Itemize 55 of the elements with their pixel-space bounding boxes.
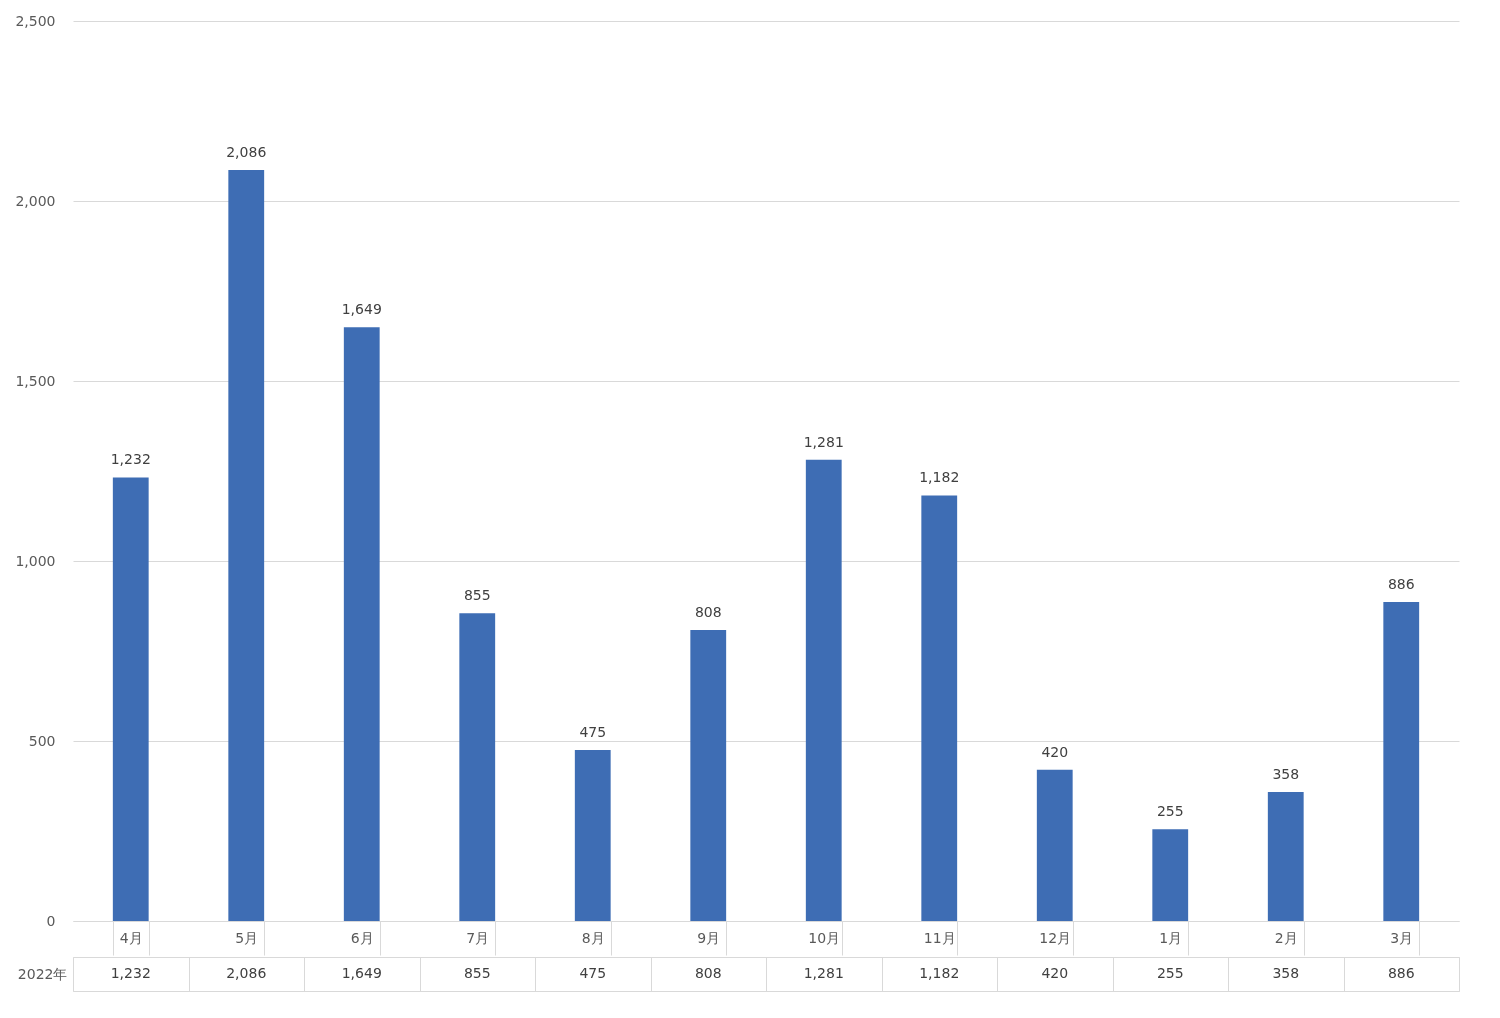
data-label: 358 bbox=[1272, 965, 1300, 981]
y-tick-label: 2,500 bbox=[15, 12, 56, 29]
x-tick-label: 8月 bbox=[581, 929, 605, 946]
x-tick-label: 4月 bbox=[119, 929, 143, 946]
data-label: 475 bbox=[579, 965, 607, 981]
bar bbox=[112, 477, 149, 921]
y-tick-label: 2,000 bbox=[15, 192, 56, 209]
bar bbox=[921, 495, 958, 921]
text: 1,232 bbox=[110, 451, 151, 468]
bar bbox=[1267, 792, 1304, 921]
data-label: 886 bbox=[1387, 965, 1415, 981]
text: 358 bbox=[1272, 766, 1300, 783]
x-tick-label: 6月 bbox=[350, 929, 374, 946]
x-tick-label: 10月 bbox=[808, 929, 841, 946]
text: 255 bbox=[1156, 803, 1184, 820]
data-label: 808 bbox=[694, 965, 722, 981]
data-label: 1,232 bbox=[110, 965, 151, 981]
text: 855 bbox=[463, 587, 491, 604]
x-tick-label: 12月 bbox=[1039, 929, 1072, 946]
bar bbox=[805, 459, 842, 921]
data-label: 1,182 bbox=[919, 965, 960, 981]
data-label: 855 bbox=[463, 965, 491, 981]
text: 808 bbox=[694, 604, 722, 621]
y-tick-label: 500 bbox=[28, 732, 56, 749]
text: 886 bbox=[1387, 576, 1415, 593]
bar bbox=[1152, 829, 1189, 921]
bar bbox=[459, 613, 496, 921]
bar bbox=[343, 327, 380, 921]
data-label: 255 bbox=[1156, 965, 1184, 981]
text: 1,649 bbox=[341, 301, 382, 318]
x-tick-label: 5月 bbox=[235, 929, 259, 946]
text: 1,281 bbox=[803, 433, 844, 450]
bar bbox=[574, 750, 611, 921]
x-tick-label: 7月 bbox=[466, 929, 490, 946]
y-tick-label: 1,500 bbox=[15, 372, 56, 389]
data-label: 420 bbox=[1041, 965, 1069, 981]
x-tick-label: 9月 bbox=[697, 929, 721, 946]
x-tick-label: 2月 bbox=[1274, 929, 1298, 946]
bar bbox=[228, 170, 265, 921]
bar bbox=[1036, 769, 1073, 921]
text: 2,086 bbox=[226, 144, 267, 161]
data-label: 1,649 bbox=[341, 965, 382, 981]
x-tick-label: 1月 bbox=[1159, 929, 1183, 946]
data-label: 2,086 bbox=[226, 965, 267, 981]
text: 420 bbox=[1041, 743, 1069, 760]
y-tick-label: 0 bbox=[46, 912, 56, 929]
bar bbox=[690, 630, 727, 921]
x-tick-label: 3月 bbox=[1390, 929, 1414, 946]
y-tick-label: 1,000 bbox=[15, 552, 56, 569]
data-label: 1,281 bbox=[803, 965, 844, 981]
text: 475 bbox=[579, 724, 607, 740]
text: 2022年 bbox=[17, 965, 68, 982]
text: 1,182 bbox=[919, 469, 960, 486]
bar bbox=[1383, 602, 1420, 921]
x-tick-label: 11月 bbox=[923, 929, 956, 946]
